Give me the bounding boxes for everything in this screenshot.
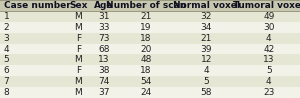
Text: M: M [74, 12, 82, 21]
Text: 4: 4 [4, 44, 9, 54]
Text: 13: 13 [98, 55, 109, 64]
Text: Tumoral voxel: Tumoral voxel [233, 1, 300, 10]
Bar [0, 22, 300, 33]
Text: Sex: Sex [69, 1, 88, 10]
Text: 58: 58 [201, 88, 212, 97]
Text: 4: 4 [266, 77, 272, 86]
Text: F: F [76, 44, 81, 54]
Text: 21: 21 [201, 34, 212, 43]
Text: Age: Age [94, 1, 113, 10]
Text: Normal voxel: Normal voxel [173, 1, 240, 10]
Bar [0, 54, 300, 65]
Text: Number of scan: Number of scan [106, 1, 186, 10]
Text: 7: 7 [4, 77, 9, 86]
Text: 1: 1 [4, 12, 9, 21]
Text: 5: 5 [4, 55, 9, 64]
Text: 24: 24 [140, 88, 152, 97]
Bar [0, 0, 300, 11]
Text: 4: 4 [204, 66, 209, 75]
Text: 73: 73 [98, 34, 109, 43]
Bar [0, 87, 300, 98]
Text: 12: 12 [201, 55, 212, 64]
Text: 18: 18 [140, 66, 152, 75]
Bar [0, 65, 300, 76]
Text: 48: 48 [140, 55, 152, 64]
Text: 5: 5 [266, 66, 272, 75]
Text: 5: 5 [204, 77, 209, 86]
Text: 21: 21 [140, 12, 152, 21]
Text: 3: 3 [4, 34, 9, 43]
Text: F: F [76, 34, 81, 43]
Text: 13: 13 [263, 55, 275, 64]
Text: 20: 20 [140, 44, 152, 54]
Text: 68: 68 [98, 44, 109, 54]
Text: M: M [74, 23, 82, 32]
Text: 54: 54 [140, 77, 152, 86]
Text: 23: 23 [263, 88, 275, 97]
Text: 42: 42 [263, 44, 275, 54]
Text: M: M [74, 88, 82, 97]
Text: 38: 38 [98, 66, 109, 75]
Text: 31: 31 [98, 12, 109, 21]
Bar [0, 76, 300, 87]
Text: Case number: Case number [4, 1, 70, 10]
Text: M: M [74, 55, 82, 64]
Text: 6: 6 [4, 66, 9, 75]
Text: 30: 30 [263, 23, 275, 32]
Text: 49: 49 [263, 12, 275, 21]
Text: 37: 37 [98, 88, 109, 97]
Text: 32: 32 [201, 12, 212, 21]
Bar [0, 44, 300, 54]
Bar [0, 11, 300, 22]
Text: 4: 4 [266, 34, 272, 43]
Text: 34: 34 [201, 23, 212, 32]
Text: 39: 39 [201, 44, 212, 54]
Text: M: M [74, 77, 82, 86]
Text: 19: 19 [140, 23, 152, 32]
Text: 2: 2 [4, 23, 9, 32]
Text: 8: 8 [4, 88, 9, 97]
Text: F: F [76, 66, 81, 75]
Text: 18: 18 [140, 34, 152, 43]
Bar [0, 33, 300, 44]
Text: 74: 74 [98, 77, 109, 86]
Text: 33: 33 [98, 23, 109, 32]
